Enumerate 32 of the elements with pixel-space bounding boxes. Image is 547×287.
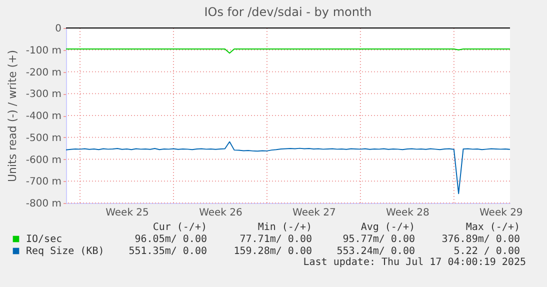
y-tick-label: 0 — [55, 24, 62, 34]
x-tick-label: Week 29 — [479, 208, 523, 218]
text: 95.77m/ 0.00 — [342, 234, 415, 245]
text: Cur (-/+) — [152, 222, 207, 233]
text: Max (-/+) — [466, 222, 520, 233]
x-tick-label: Week 26 — [199, 208, 242, 218]
y-tick-label: -700 m — [26, 176, 62, 188]
y-tick-label: -500 m — [26, 132, 62, 144]
y-axis-title: Units read (-) / write (+) — [6, 50, 19, 182]
text: Last update: Thu Jul 17 04:00:19 2025 — [303, 257, 526, 268]
y-tick-label: -600 m — [26, 154, 62, 166]
text: 96.05m/ 0.00 — [134, 234, 207, 245]
x-tick-label: Week 27 — [292, 208, 336, 218]
y-tick-label: -800 m — [26, 198, 62, 210]
legend-label: IO/sec — [26, 234, 62, 245]
text: 159.28m/ 0.00 — [234, 246, 312, 257]
text: 77.71m/ 0.00 — [240, 234, 312, 245]
text: Avg (-/+) — [360, 222, 415, 233]
y-tick-label: -300 m — [26, 89, 62, 100]
legend-label: Req Size (KB) — [26, 246, 104, 257]
x-tick-label: Week 28 — [386, 208, 430, 218]
text: 551.35m/ 0.00 — [128, 246, 207, 257]
text: 553.24m/ 0.00 — [336, 246, 415, 257]
text: 5.22 / 0.00 — [454, 246, 520, 257]
line-series — [66, 141, 510, 194]
y-tick-label: -100 m — [26, 45, 62, 56]
y-tick-label: -400 m — [26, 111, 62, 122]
text: 376.89m/ 0.00 — [442, 234, 520, 245]
text: Min (-/+) — [258, 222, 312, 233]
y-tick-label: -200 m — [26, 67, 62, 78]
x-tick-label: Week 25 — [106, 208, 149, 218]
chart-title: IOs for /dev/sdai - by month — [204, 5, 372, 19]
